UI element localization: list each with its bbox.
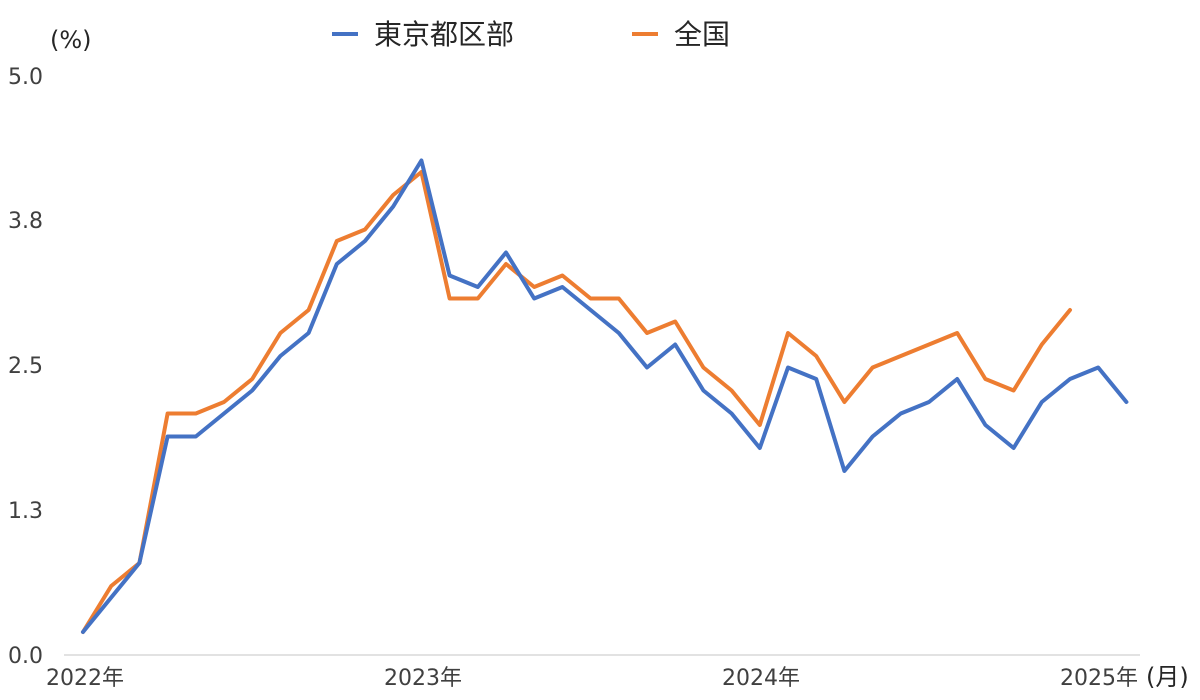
y-tick-label: 0.0 bbox=[8, 644, 43, 669]
y-axis-unit-label: (%) bbox=[50, 26, 92, 54]
y-tick-label: 5.0 bbox=[8, 65, 43, 90]
plot-area bbox=[81, 158, 1129, 634]
y-tick-label: 3.8 bbox=[8, 209, 43, 234]
x-tick-label: 2023年 bbox=[384, 666, 462, 691]
legend-label-national: 全国 bbox=[674, 18, 730, 51]
y-tick-label: 2.5 bbox=[8, 354, 43, 379]
legend-label-tokyo: 東京都区部 bbox=[374, 18, 514, 51]
y-tick-label: 1.3 bbox=[8, 499, 43, 524]
x-tick-label: 2022年 bbox=[46, 666, 124, 691]
x-axis: 2022年 2023年 2024年 2025年 bbox=[46, 666, 1138, 691]
y-axis: 5.0 3.8 2.5 1.3 0.0 bbox=[8, 65, 43, 669]
legend-item-series-1: 全国 bbox=[632, 18, 730, 51]
legend: 東京都区部 全国 bbox=[332, 18, 730, 51]
x-tick-label: 2025年 bbox=[1060, 666, 1138, 691]
x-tick-label: 2024年 bbox=[722, 666, 800, 691]
series-line-national bbox=[81, 170, 1072, 634]
x-axis-unit-label: (月) bbox=[1146, 663, 1189, 691]
legend-item-series-0: 東京都区部 bbox=[332, 18, 514, 51]
series-line-tokyo bbox=[81, 158, 1129, 634]
